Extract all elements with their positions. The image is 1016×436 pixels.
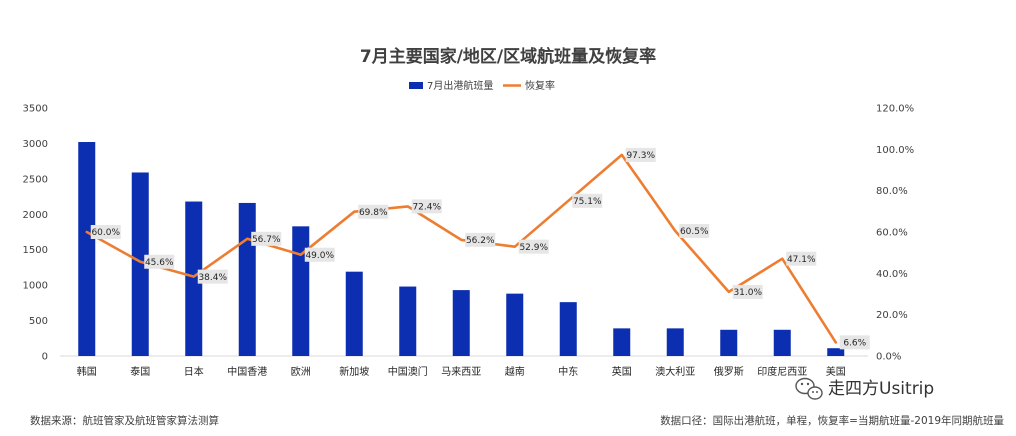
data-label: 49.0% <box>304 247 335 262</box>
bar <box>613 328 631 356</box>
y-right-tick-label: 40.0% <box>876 269 908 280</box>
bar <box>399 286 417 356</box>
bar <box>559 302 577 356</box>
bar-series <box>78 142 845 356</box>
bar <box>238 202 256 356</box>
y-left-tick-label: 3500 <box>23 104 48 115</box>
data-label: 56.7% <box>251 231 282 246</box>
bar <box>506 293 524 356</box>
data-label: 47.1% <box>786 251 817 266</box>
data-label-text: 60.0% <box>91 228 120 238</box>
bar <box>78 142 96 356</box>
watermark: 走四方Usitrip <box>795 377 934 400</box>
y-left-tick-label: 1500 <box>23 245 48 256</box>
x-tick-label: 马来西亚 <box>441 366 481 378</box>
data-label: 52.9% <box>518 239 549 254</box>
data-label: 60.5% <box>679 223 710 238</box>
y-left-tick-label: 2000 <box>23 210 48 221</box>
data-label: 45.6% <box>144 254 175 269</box>
data-label-text: 72.4% <box>412 203 441 213</box>
y-left-tick-label: 2500 <box>23 174 48 185</box>
bar <box>827 348 845 356</box>
data-label-text: 56.7% <box>252 235 281 245</box>
y-right-tick-label: 80.0% <box>876 186 908 197</box>
x-tick-label: 日本 <box>184 365 204 378</box>
y-left-tick-label: 500 <box>29 316 48 327</box>
y-left-tick-label: 0 <box>42 352 48 363</box>
x-tick-label: 澳大利亚 <box>655 365 695 378</box>
watermark-text: 走四方Usitrip <box>828 379 934 399</box>
wechat-icon <box>795 377 823 400</box>
footer-source: 数据来源：航班管家及航班管家算法测算 <box>30 414 219 427</box>
data-label: 60.0% <box>90 225 121 239</box>
y-axis-left: 0 500 1000 1500 2000 2500 3000 3500 <box>23 104 48 363</box>
y-right-tick-label: 20.0% <box>876 310 908 321</box>
line-path <box>85 153 838 344</box>
legend: 7月出港航班量 恢复率 <box>409 79 555 92</box>
y-right-tick-label: 100.0% <box>876 145 914 156</box>
data-label-text: 45.6% <box>145 258 174 268</box>
data-label-text: 75.1% <box>573 197 602 207</box>
bar <box>292 226 310 356</box>
x-tick-label: 泰国 <box>130 365 150 378</box>
data-label: 6.6% <box>839 335 870 350</box>
x-tick-label: 中国香港 <box>227 365 267 378</box>
bar <box>345 271 363 356</box>
data-label: 72.4% <box>411 199 442 214</box>
x-axis-categories: 韩国 泰国 日本 中国香港 欧洲 新加坡 中国澳门 马来西亚 越南 中东 英国 澳大利亚 俄罗斯 印度尼西… <box>77 365 846 378</box>
data-label: 38.4% <box>197 269 228 284</box>
legend-bar-swatch <box>409 82 423 89</box>
data-label-text: 56.2% <box>466 236 495 246</box>
y-left-tick-label: 3000 <box>23 139 48 150</box>
x-tick-label: 中东 <box>558 365 578 378</box>
y-right-tick-label: 120.0% <box>876 104 914 115</box>
bar <box>666 328 684 356</box>
legend-bar-label: 7月出港航班量 <box>427 79 493 92</box>
data-label-text: 6.6% <box>843 339 866 349</box>
x-tick-label: 美国 <box>826 365 846 378</box>
bar <box>773 329 791 356</box>
x-tick-label: 越南 <box>505 365 525 378</box>
data-label-text: 52.9% <box>519 243 548 253</box>
y-right-tick-label: 60.0% <box>876 228 908 239</box>
x-tick-label: 中国澳门 <box>388 365 428 378</box>
chart-title: 7月主要国家/地区/区域航班量及恢复率 <box>360 46 656 67</box>
data-label-text: 47.1% <box>787 255 816 265</box>
x-tick-label: 韩国 <box>77 365 97 378</box>
footer-note: 数据口径：国际出港航班，单程，恢复率=当期航班量-2019年同期航班量 <box>660 414 1004 427</box>
data-label: 97.3% <box>625 147 656 162</box>
data-label-text: 69.8% <box>359 208 388 218</box>
line-series: 60.0% 45.6% 38.4% 56.7% 49.0% 69.8% 72.4% 56.2%… <box>85 147 870 350</box>
bar <box>131 172 149 356</box>
x-tick-label: 英国 <box>612 365 632 378</box>
data-label-text: 49.0% <box>305 251 334 261</box>
data-label-text: 60.5% <box>680 227 709 237</box>
bar <box>185 201 203 356</box>
y-axis-right: 0.0% 20.0% 40.0% 60.0% 80.0% 100.0% 120.0% <box>876 104 914 363</box>
x-tick-label: 印度尼西亚 <box>757 365 807 378</box>
y-left-tick-label: 1000 <box>23 281 48 292</box>
x-tick-label: 欧洲 <box>291 366 311 378</box>
data-label: 69.8% <box>358 204 389 219</box>
data-label-text: 38.4% <box>198 273 227 283</box>
y-right-tick-label: 0.0% <box>876 352 901 363</box>
data-label-text: 97.3% <box>626 151 655 161</box>
data-label-text: 31.0% <box>733 288 762 298</box>
x-tick-label: 新加坡 <box>339 365 369 378</box>
data-label: 56.2% <box>465 232 496 247</box>
bar <box>452 290 470 356</box>
legend-line-label: 恢复率 <box>525 79 555 92</box>
data-label: 31.0% <box>732 284 763 299</box>
data-label: 75.1% <box>572 193 603 208</box>
x-tick-label: 俄罗斯 <box>714 365 744 378</box>
bar <box>720 329 738 356</box>
